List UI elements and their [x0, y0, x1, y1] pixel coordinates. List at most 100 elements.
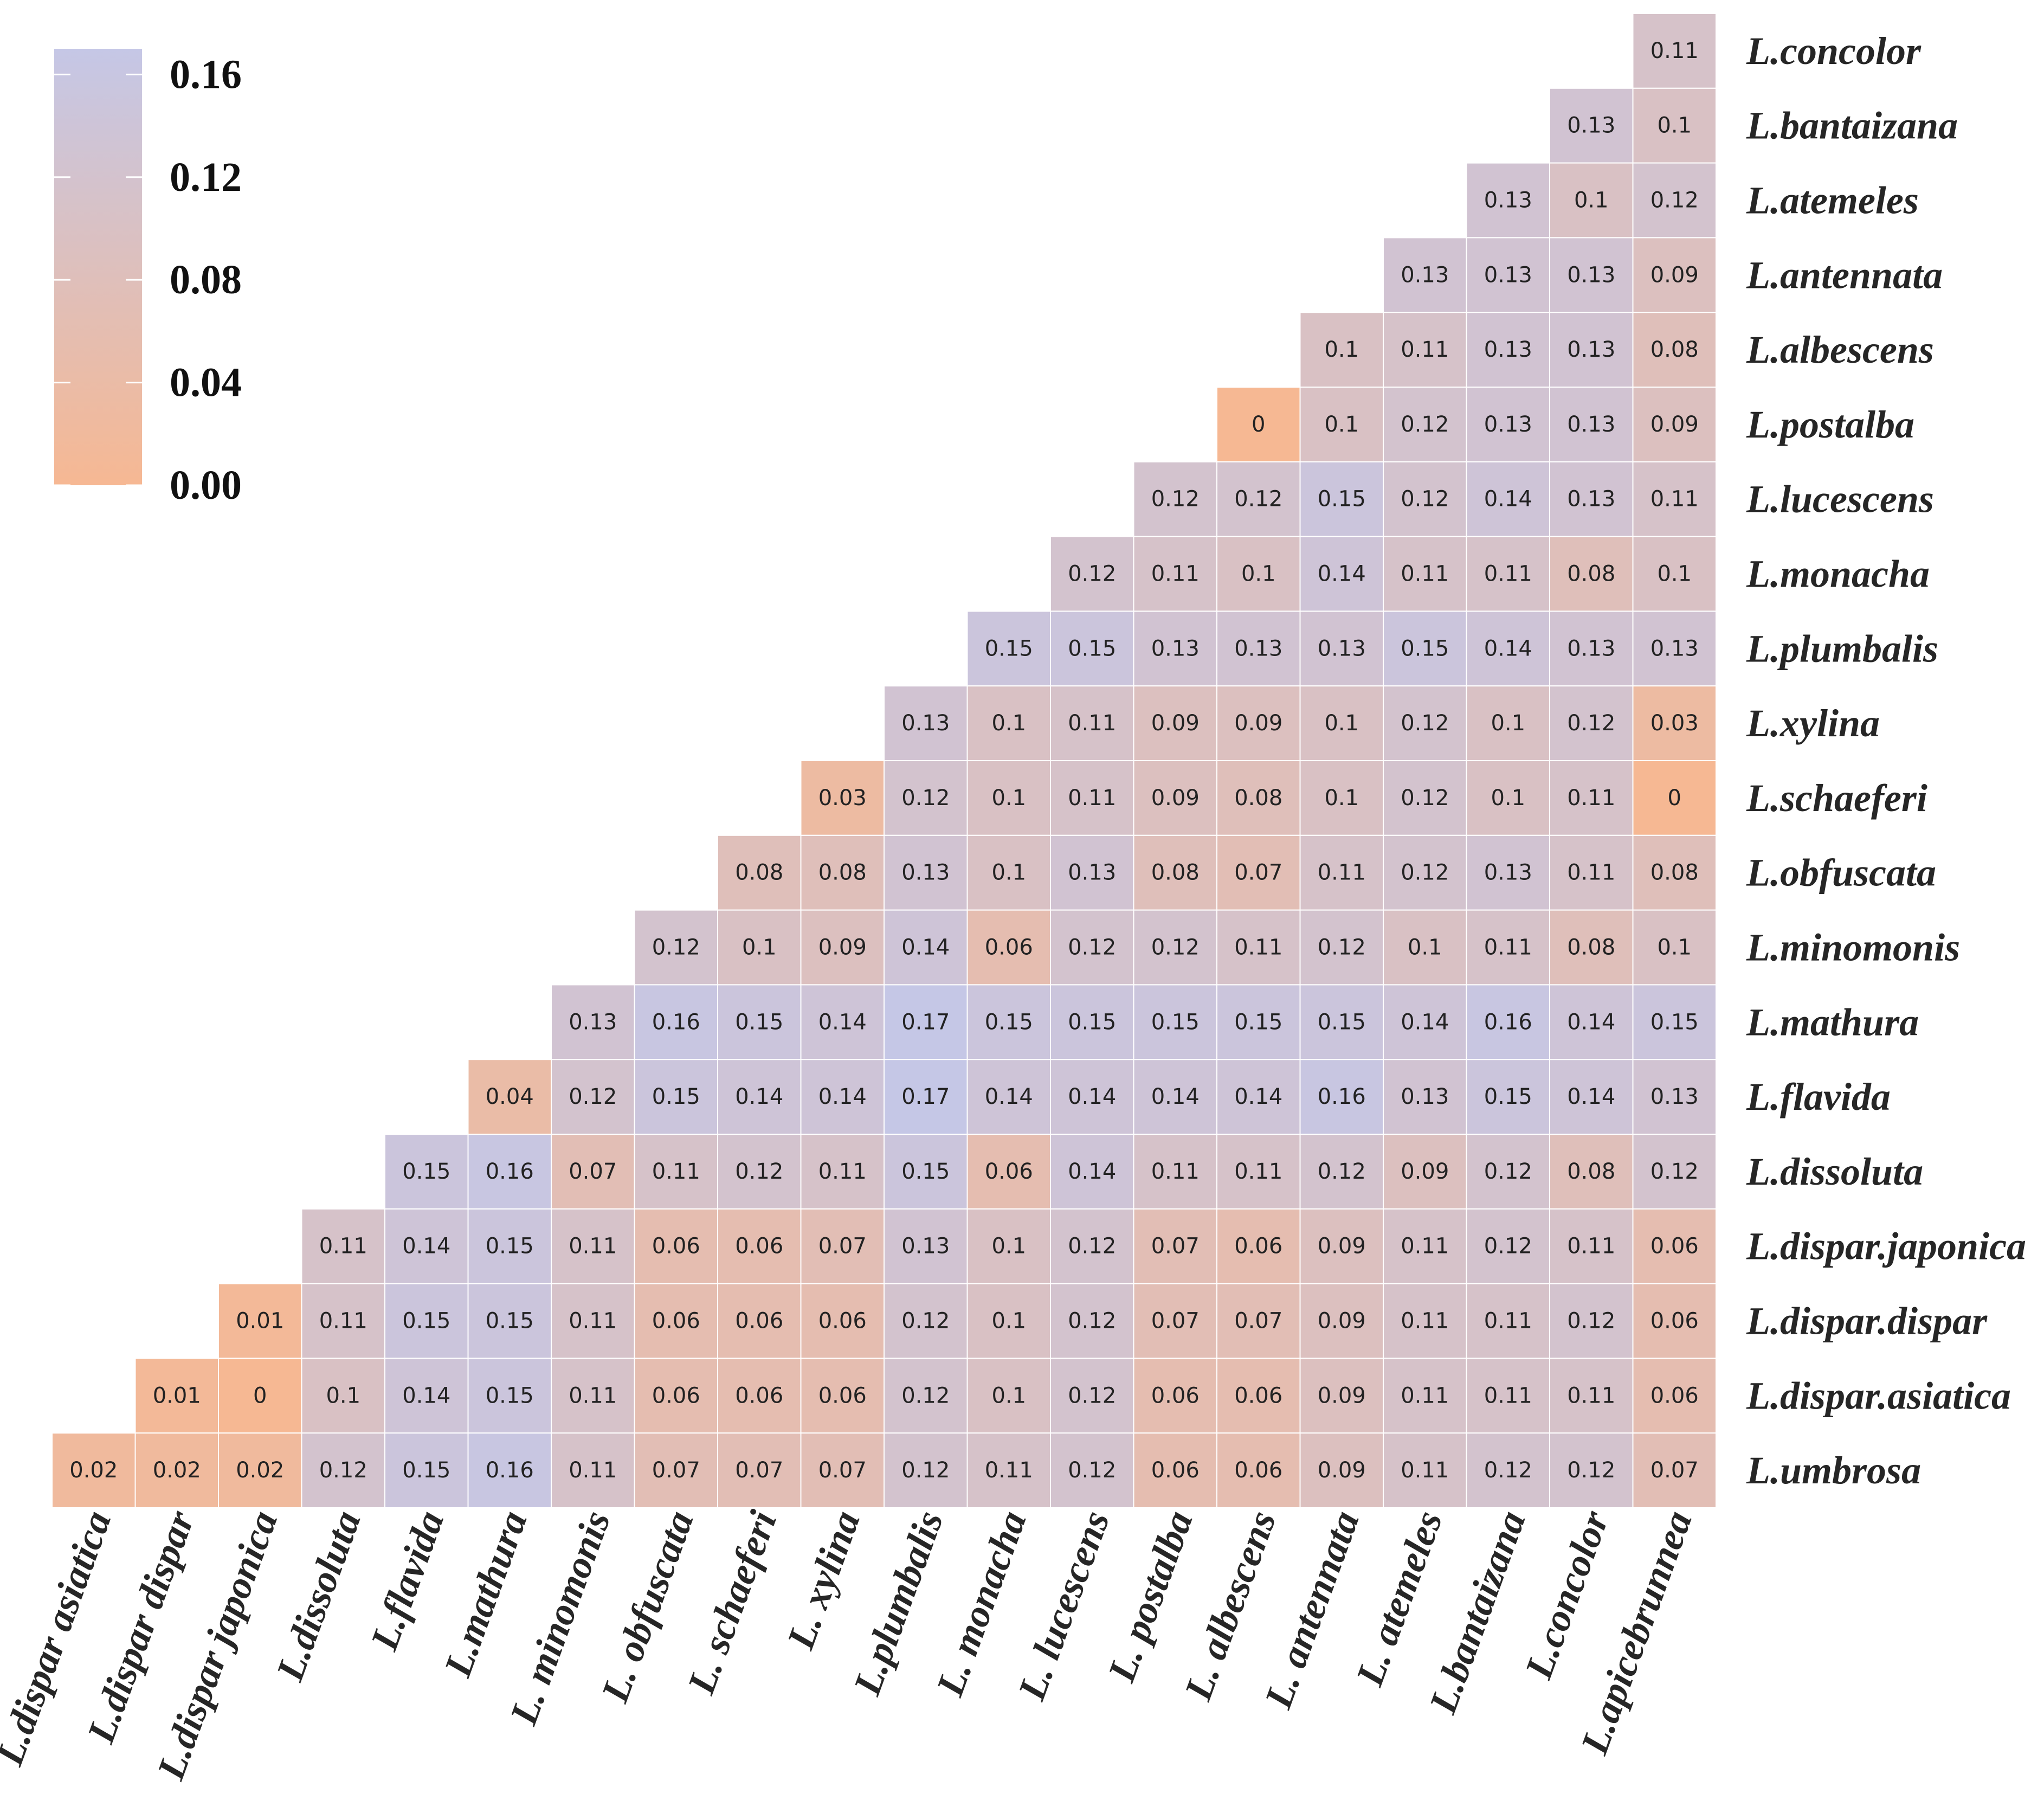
heatmap-cell	[800, 760, 885, 836]
heatmap-cell	[966, 1283, 1051, 1359]
heatmap-cell	[1549, 312, 1634, 388]
row-label: L.minomonis	[1746, 926, 1960, 969]
cell-value-label: 0.13	[1650, 1084, 1699, 1109]
heatmap-cell	[800, 1358, 885, 1434]
heatmap-cell	[1632, 1432, 1717, 1508]
cell-value-label: 0.12	[319, 1458, 367, 1483]
heatmap-cell	[1383, 1358, 1467, 1434]
column-label: L. postalba	[1099, 1505, 1201, 1688]
heatmap-cell	[1466, 387, 1550, 462]
cell-value-label: 0.13	[1318, 636, 1366, 661]
row-label: L.dissoluta	[1746, 1150, 1923, 1193]
cell-value-label: 0.1	[1324, 711, 1359, 736]
cell-value-label: 0.15	[901, 1159, 950, 1184]
heatmap-cell	[301, 1208, 385, 1284]
heatmap-cell	[1299, 1059, 1384, 1135]
colorbar-tick-label: 0.12	[170, 155, 242, 200]
cell-value-label: 0.1	[1324, 337, 1359, 362]
cell-value-label: 0.12	[1401, 711, 1449, 736]
cell-value-label: 0.07	[735, 1458, 783, 1483]
cell-value-label: 0.13	[1484, 188, 1532, 213]
heatmap-cell	[1050, 1059, 1134, 1135]
cell-value-label: 0.15	[1318, 1010, 1366, 1034]
heatmap-cell	[1299, 312, 1384, 388]
heatmap-cell	[800, 1283, 885, 1359]
cell-value-label: 0.13	[1567, 113, 1615, 138]
cell-value-label: 0.11	[652, 1159, 700, 1184]
cell-value-label: 0.11	[985, 1458, 1033, 1483]
cell-value-label: 0.11	[1234, 1159, 1282, 1184]
cell-value-label: 0.12	[1484, 1458, 1532, 1483]
heatmap-cell	[1549, 237, 1634, 313]
cell-value-label: 0.07	[818, 1458, 867, 1483]
heatmap-cell	[1050, 1208, 1134, 1284]
cell-value-label: 0.06	[985, 935, 1033, 960]
row-label: L.plumbalis	[1746, 627, 1938, 670]
heatmap-cell	[634, 1283, 718, 1359]
cell-value-label: 0.09	[1650, 412, 1699, 437]
heatmap-cell	[134, 1358, 219, 1434]
cell-value-label: 0.09	[1318, 1309, 1366, 1334]
heatmap-cell	[1466, 984, 1550, 1060]
cell-value-label: 0.15	[402, 1159, 450, 1184]
heatmap-cell	[1632, 834, 1717, 911]
cell-value-label: 0.12	[1650, 188, 1699, 213]
cell-value-label: 0.06	[1650, 1234, 1699, 1259]
cell-value-label: 0.1	[991, 786, 1026, 811]
cell-value-label: 0.15	[486, 1383, 534, 1408]
heatmap-cell	[1216, 1358, 1301, 1434]
heatmap-cell	[1549, 760, 1634, 836]
heatmap-cell	[1383, 685, 1467, 761]
cell-value-label: 0.12	[1068, 1309, 1116, 1334]
heatmap-cell	[1383, 909, 1467, 986]
cell-value-label: 0.12	[1484, 1159, 1532, 1184]
column-label: L.flavida	[362, 1505, 452, 1656]
cell-value-label: 0.15	[985, 636, 1033, 661]
cell-value-label: 0	[1252, 412, 1265, 437]
cell-value-label: 0.12	[1068, 1234, 1116, 1259]
row-label: L.atemeles	[1746, 179, 1919, 222]
colorbar-tick-label: 0.00	[170, 462, 242, 508]
cell-value-label: 0.12	[1068, 1383, 1116, 1408]
cell-value-label: 0.06	[735, 1234, 783, 1259]
cell-value-label: 0.11	[1401, 337, 1449, 362]
cell-value-label: 0.09	[818, 935, 867, 960]
row-label: L.antennata	[1746, 253, 1943, 297]
cell-value-label: 0.12	[1318, 935, 1366, 960]
cell-value-label: 0.06	[735, 1309, 783, 1334]
heatmap-cell	[634, 1432, 718, 1508]
cell-value-label: 0.16	[486, 1159, 534, 1184]
cell-value-label: 0.15	[1401, 636, 1449, 661]
cell-value-label: 0.14	[1484, 636, 1532, 661]
cell-value-label: 0.12	[735, 1159, 783, 1184]
row-labels: L.concolor L.bantaizana L.atemeles L.antenn…	[1746, 29, 2026, 1492]
heatmap-cell	[800, 1059, 885, 1135]
heatmap-cell	[384, 1134, 469, 1210]
cell-value-label: 0.1	[1657, 113, 1692, 138]
heatmap-cell	[1133, 610, 1217, 687]
cell-value-label: 0.16	[652, 1010, 700, 1034]
cell-value-label: 0.12	[1401, 412, 1449, 437]
heatmap-cell	[634, 909, 718, 986]
heatmap-cell	[467, 1432, 552, 1508]
cell-value-label: 0.11	[1650, 487, 1699, 512]
cell-value-label: 0.06	[818, 1383, 867, 1408]
heatmap-cell	[1299, 1432, 1384, 1508]
cell-value-label: 0.02	[69, 1458, 118, 1483]
cell-value-label: 0.13	[901, 1234, 950, 1259]
heatmap-cell	[1632, 1283, 1717, 1359]
heatmap-cell	[551, 1208, 635, 1284]
cell-value-label: 0.15	[1234, 1010, 1282, 1034]
heatmap-cell	[884, 1432, 968, 1508]
cell-value-label: 0.11	[1318, 860, 1366, 885]
heatmap-cell	[1383, 536, 1467, 612]
colorbar	[54, 49, 142, 485]
row-label: L.postalba	[1746, 403, 1914, 446]
heatmap-cell	[1549, 610, 1634, 687]
cell-value-label: 0.15	[1484, 1084, 1532, 1109]
cell-value-label: 0.13	[1068, 860, 1116, 885]
heatmap-cell	[1632, 13, 1717, 89]
cell-value-label: 0.11	[818, 1159, 867, 1184]
cell-value-label: 0.07	[818, 1234, 867, 1259]
cell-value-label: 0.14	[1318, 562, 1366, 587]
